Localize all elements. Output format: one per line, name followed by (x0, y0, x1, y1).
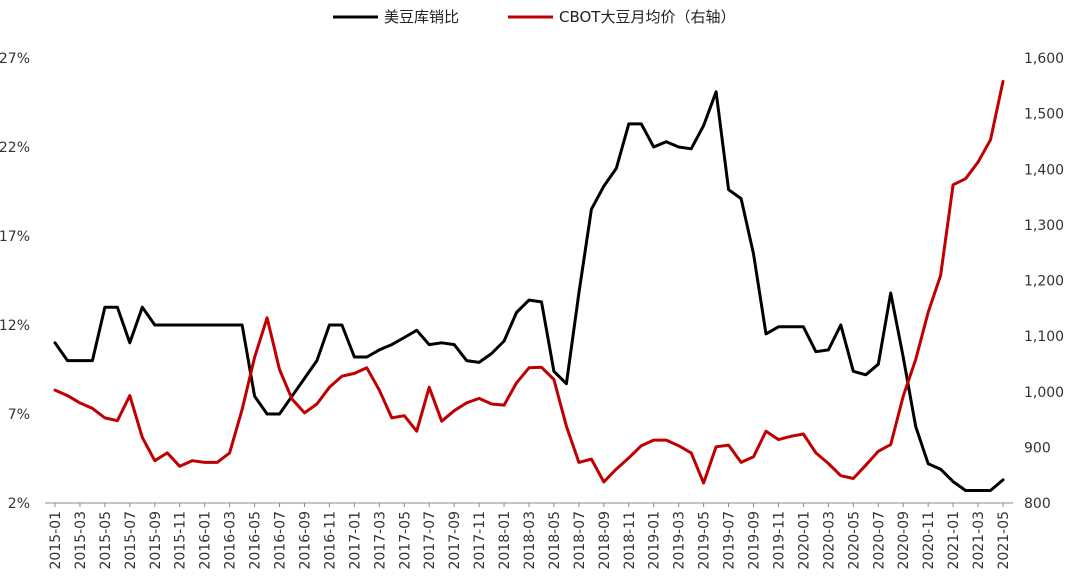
x-tick-label: 2015-03 (73, 511, 89, 570)
y-left-tick-label: 27% (0, 51, 30, 67)
legend-label-stock-to-use: 美豆库销比 (384, 8, 459, 26)
y-right-tick-label: 900 (1024, 440, 1051, 456)
legend: 美豆库销比 CBOT大豆月均价（右轴） (333, 8, 735, 26)
x-tick-label: 2021-01 (946, 511, 962, 570)
x-tick-label: 2019-03 (672, 511, 688, 570)
x-tick-label: 2021-05 (996, 511, 1012, 570)
y-left-tick-label: 22% (0, 140, 30, 156)
x-tick-label: 2020-07 (871, 511, 887, 570)
x-tick-label: 2016-05 (248, 511, 264, 570)
x-tick-label: 2020-05 (846, 511, 862, 570)
x-tick-label: 2018-05 (547, 511, 563, 570)
x-tick-label: 2019-01 (647, 511, 663, 570)
series-line-cbot-price (53, 79, 1005, 485)
x-tick-label: 2017-09 (447, 511, 463, 570)
x-tick-label: 2015-05 (98, 511, 114, 570)
x-tick-label: 2019-09 (747, 511, 763, 570)
x-tick-label: 2021-03 (971, 511, 987, 570)
x-tick-label: 2020-03 (821, 511, 837, 570)
legend-label-cbot-price: CBOT大豆月均价（右轴） (559, 8, 735, 26)
x-tick-label: 2020-11 (921, 511, 937, 570)
x-tick-label: 2018-07 (572, 511, 588, 570)
y-left-tick-label: 7% (8, 407, 30, 423)
x-tick-label: 2015-07 (123, 511, 139, 570)
y-left-tick-label: 17% (0, 229, 30, 245)
y-axis-left-ticks: 27% 22% 17% 12% 7% 2% (0, 51, 30, 512)
y-right-tick-label: 1,400 (1024, 162, 1064, 178)
x-tick-label: 2018-11 (622, 511, 638, 570)
y-left-tick-label: 2% (8, 496, 30, 512)
y-right-tick-label: 1,600 (1024, 51, 1064, 67)
y-right-tick-label: 1,100 (1024, 329, 1064, 345)
x-tick-label: 2016-09 (297, 511, 313, 570)
x-tick-label: 2020-09 (896, 511, 912, 570)
x-tick-label: 2020-01 (796, 511, 812, 570)
x-tick-label: 2017-11 (472, 511, 488, 570)
x-tick-label: 2016-01 (198, 511, 214, 570)
x-tick-label: 2015-11 (173, 511, 189, 570)
x-tick-label: 2018-01 (497, 511, 513, 570)
x-tick-label: 2018-03 (522, 511, 538, 570)
x-tick-label: 2017-01 (347, 511, 363, 570)
x-tick-label: 2016-07 (273, 511, 289, 570)
x-tick-label: 2016-11 (322, 511, 338, 570)
y-right-tick-label: 1,200 (1024, 274, 1064, 290)
y-right-tick-label: 1,500 (1024, 107, 1064, 123)
x-tick-label: 2019-05 (697, 511, 713, 570)
x-tick-label: 2017-05 (397, 511, 413, 570)
y-right-tick-label: 1,300 (1024, 218, 1064, 234)
y-right-tick-label: 1,000 (1024, 385, 1064, 401)
y-right-tick-label: 800 (1024, 496, 1051, 512)
x-tick-label: 2018-09 (597, 511, 613, 570)
series-lines (53, 79, 1005, 492)
y-left-tick-label: 12% (0, 318, 30, 334)
x-tick-label: 2015-01 (48, 511, 64, 570)
x-tick-label: 2019-07 (722, 511, 738, 570)
series-line-stock-to-use (53, 90, 1005, 492)
x-tick-label: 2017-07 (422, 511, 438, 570)
x-tick-label: 2015-09 (148, 511, 164, 570)
x-axis-ticks: 2015-01 2015-03 2015-05 2015-07 2015-09 2015-… (48, 503, 1012, 570)
x-tick-label: 2016-03 (223, 511, 239, 570)
x-tick-label: 2017-03 (372, 511, 388, 570)
y-axis-right-ticks: 1,600 1,500 1,400 1,300 1,200 1,100 1,000 900 80… (1024, 51, 1064, 512)
x-tick-label: 2019-11 (771, 511, 787, 570)
